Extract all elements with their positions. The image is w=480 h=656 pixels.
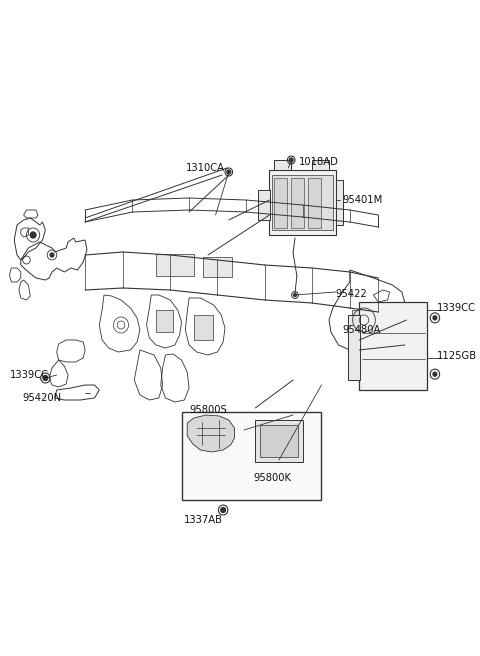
Bar — [260, 425, 298, 457]
Circle shape — [43, 375, 48, 380]
Bar — [274, 160, 291, 170]
Bar — [308, 178, 322, 228]
Text: 95422: 95422 — [336, 289, 367, 299]
Circle shape — [221, 508, 226, 512]
Bar — [274, 178, 288, 228]
Bar — [269, 170, 336, 235]
Bar — [359, 302, 427, 390]
Text: 1337AB: 1337AB — [184, 515, 223, 525]
Bar — [181, 412, 322, 500]
Text: 95800S: 95800S — [189, 405, 227, 415]
Text: 95401M: 95401M — [342, 195, 383, 205]
Bar — [291, 178, 304, 228]
Circle shape — [289, 158, 293, 162]
Bar — [352, 310, 366, 328]
Bar — [156, 254, 194, 276]
Bar — [272, 175, 333, 230]
Text: 1310CA: 1310CA — [186, 163, 225, 173]
Circle shape — [433, 372, 437, 376]
Text: 95480A: 95480A — [342, 325, 381, 335]
Bar — [258, 190, 270, 220]
Circle shape — [30, 232, 36, 238]
Text: 1125GB: 1125GB — [437, 351, 477, 361]
Bar — [194, 315, 213, 340]
Text: 1339CC: 1339CC — [437, 303, 476, 313]
Bar — [255, 420, 302, 462]
Polygon shape — [187, 415, 234, 452]
Bar — [312, 160, 329, 170]
Circle shape — [227, 170, 231, 174]
Text: 95420N: 95420N — [23, 393, 62, 403]
Bar — [336, 180, 343, 225]
Text: 95800K: 95800K — [253, 473, 291, 483]
Bar — [348, 315, 360, 380]
Circle shape — [294, 293, 297, 297]
Circle shape — [50, 253, 54, 257]
Text: 1018AD: 1018AD — [299, 157, 339, 167]
Text: 1339CC: 1339CC — [10, 370, 48, 380]
Bar — [203, 257, 232, 277]
Bar — [156, 310, 173, 332]
Circle shape — [433, 316, 437, 320]
